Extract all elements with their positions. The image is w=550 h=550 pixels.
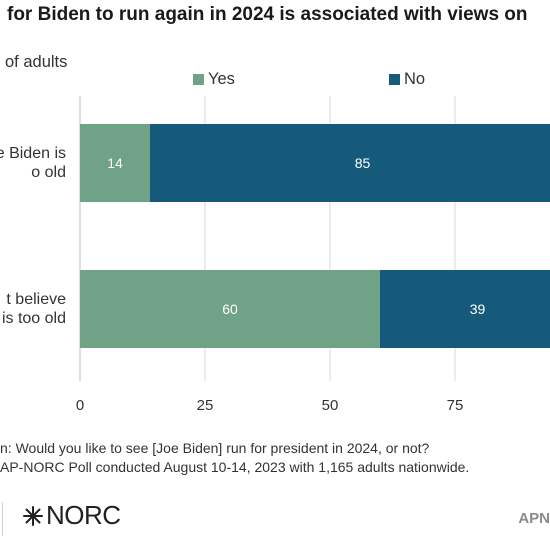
norc-logo: NORC xyxy=(22,500,121,531)
category-label-not-too-old: t believe is too old xyxy=(2,290,66,328)
source-note: AP-NORC Poll conducted August 10-14, 202… xyxy=(0,459,470,475)
legend-label-no: No xyxy=(404,70,426,88)
legend-label-yes: Yes xyxy=(208,70,235,88)
data-label-yes-1: 60 xyxy=(222,301,238,317)
norc-logo-text: NORC xyxy=(46,500,121,530)
x-tick-label-50: 50 xyxy=(322,397,339,414)
x-tick-label-75: 75 xyxy=(447,397,464,414)
question-note: n: Would you like to see [Joe Biden] run… xyxy=(0,440,430,456)
chart-subtitle: of adults xyxy=(5,53,68,71)
category-label-not-too-old-line1: t believe xyxy=(6,291,66,308)
data-label-yes-0: 14 xyxy=(107,155,123,171)
category-label-not-too-old-line2: is too old xyxy=(1,310,66,327)
chart-title: for Biden to run again in 2024 is associ… xyxy=(7,4,528,25)
x-tick-label-25: 25 xyxy=(197,397,214,414)
legend-item-yes: Yes xyxy=(193,70,235,89)
bar-no-0 xyxy=(150,124,550,202)
legend-swatch-no xyxy=(389,74,400,85)
bar-yes-1 xyxy=(80,270,380,348)
category-label-too-old-line1: e Biden is xyxy=(0,145,66,162)
footer-divider xyxy=(2,502,3,536)
category-label-too-old: e Biden is o old xyxy=(0,144,66,182)
norc-star-icon xyxy=(23,505,43,526)
data-label-no-1: 39 xyxy=(470,301,486,317)
data-label-no-0: 85 xyxy=(355,155,371,171)
ap-logo: APN xyxy=(518,510,550,527)
legend-item-no: No xyxy=(389,70,425,89)
legend-swatch-yes xyxy=(193,74,204,85)
category-label-too-old-line2: o old xyxy=(31,164,66,181)
bar-no-1 xyxy=(380,270,550,348)
x-tick-label-0: 0 xyxy=(76,397,84,414)
bar-yes-0 xyxy=(80,124,150,202)
